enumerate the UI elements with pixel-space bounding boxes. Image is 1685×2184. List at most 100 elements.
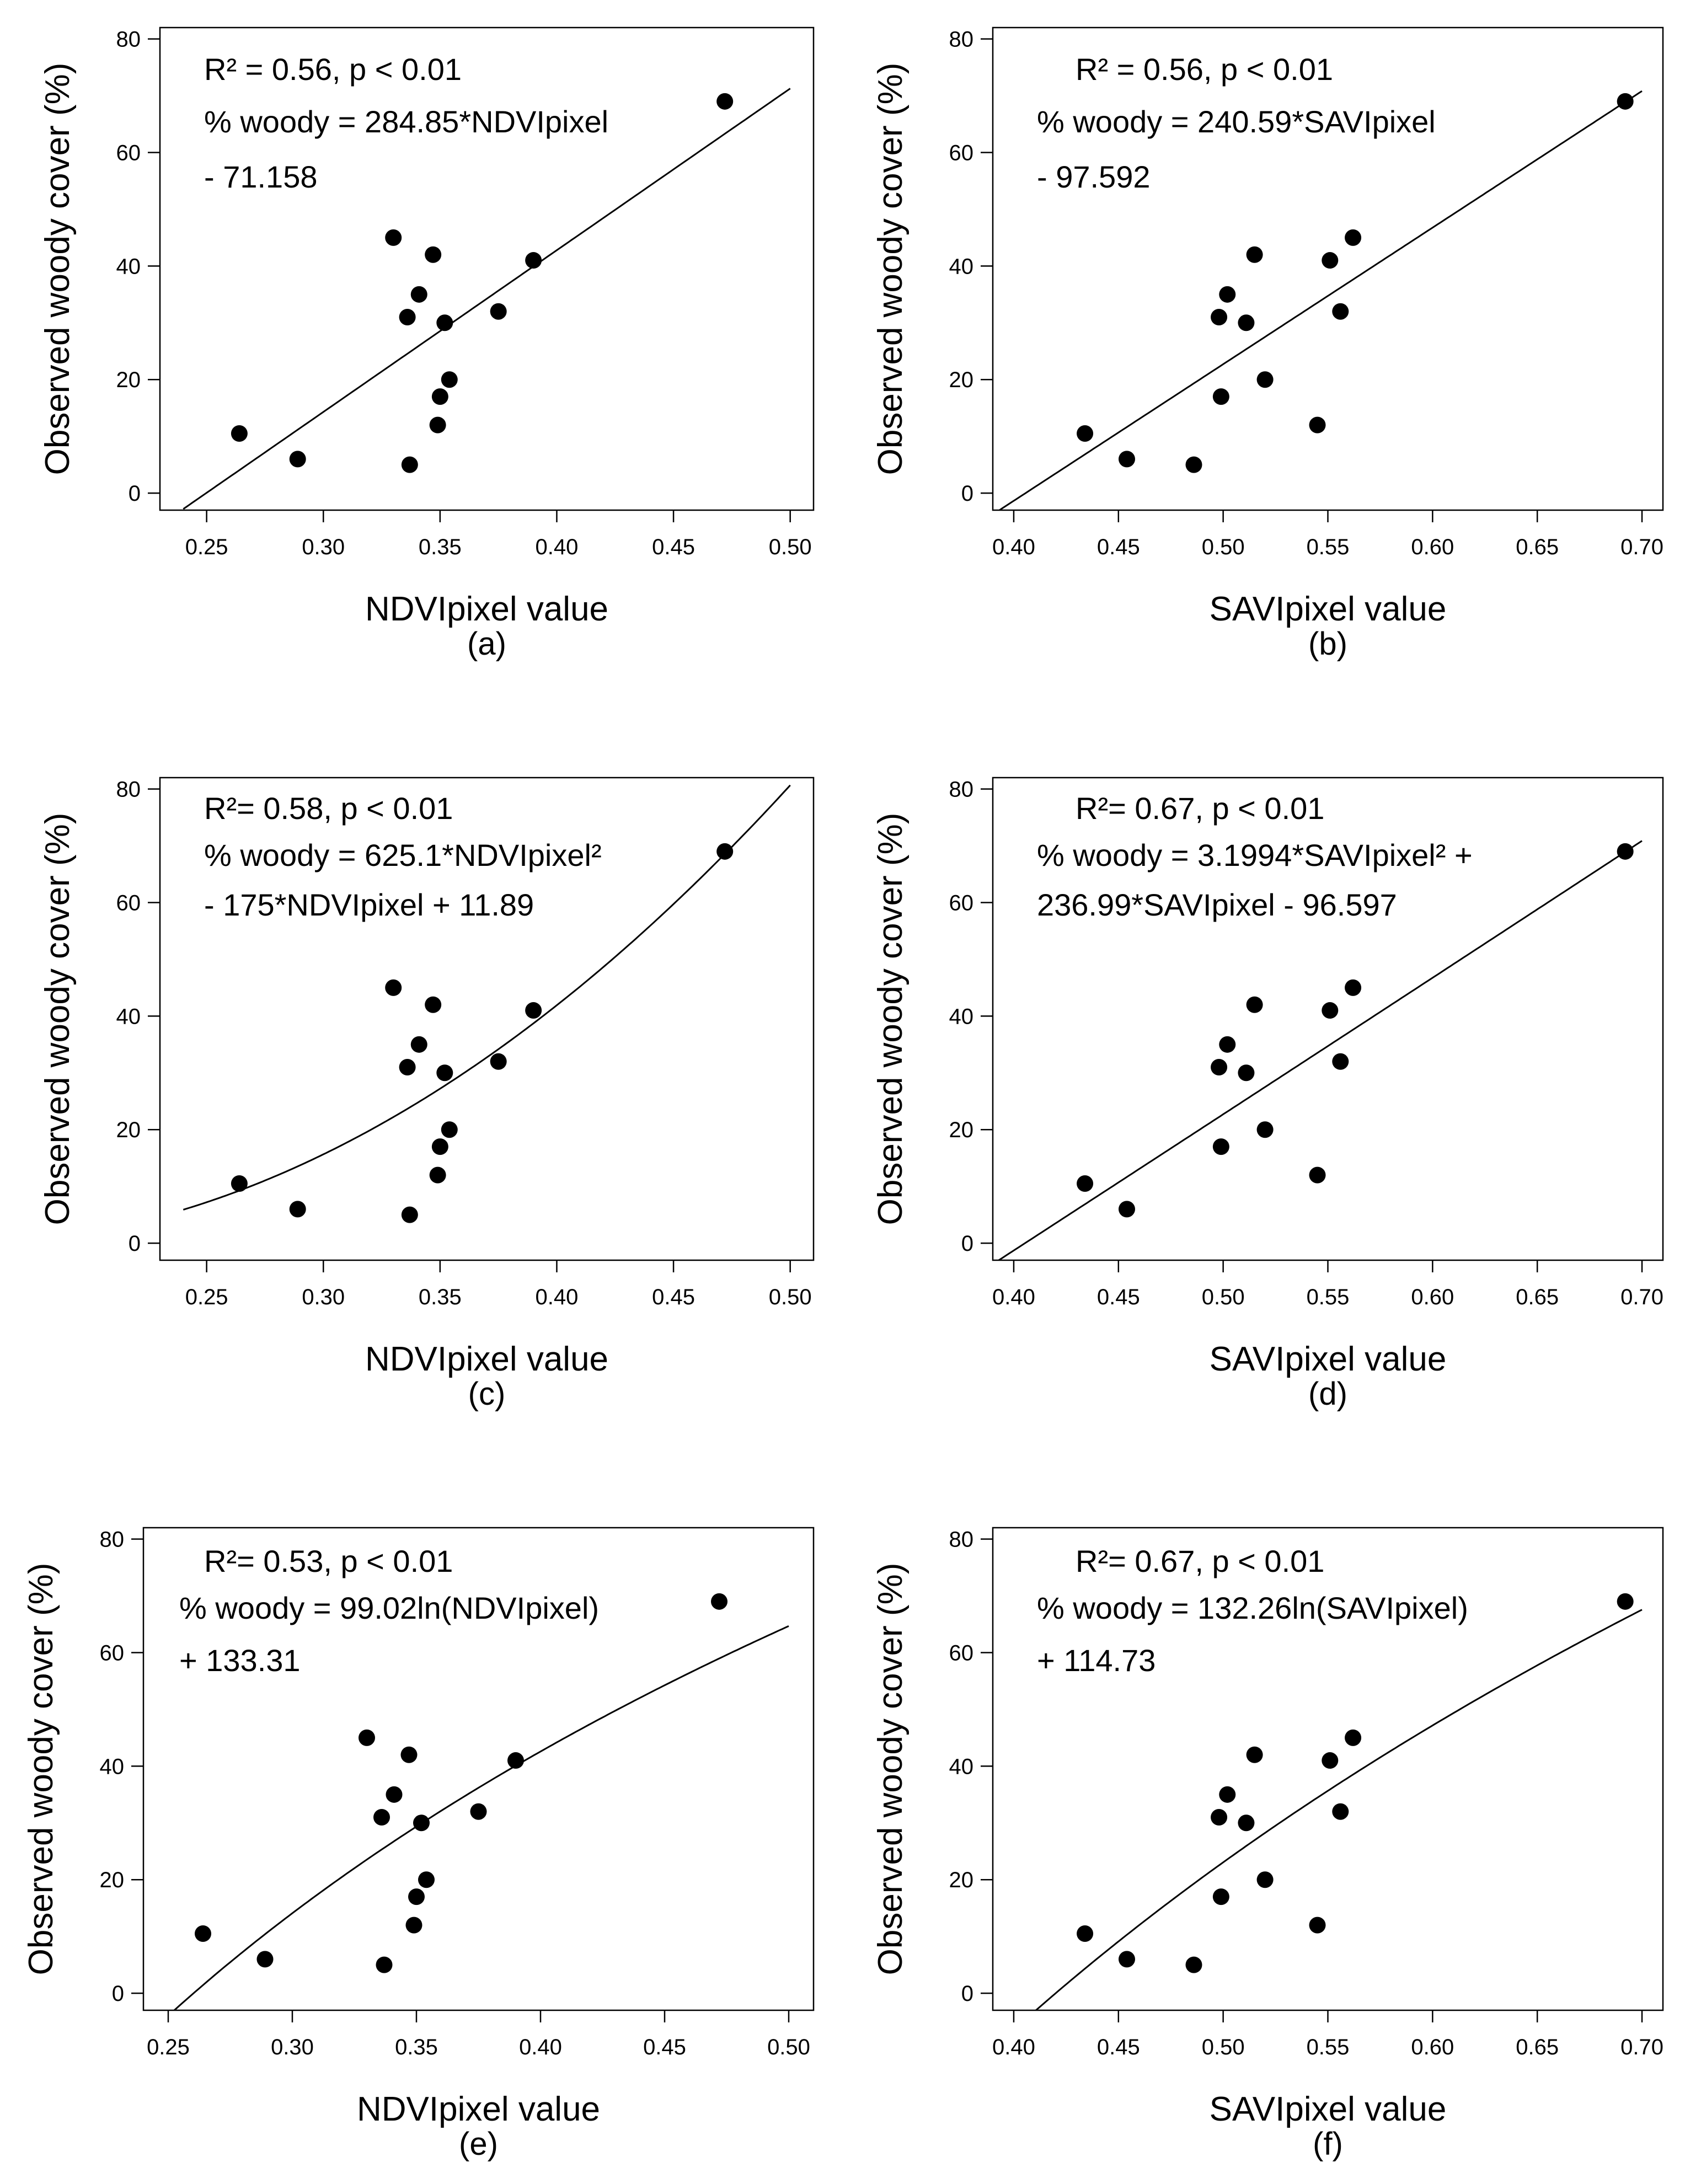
data-point — [425, 996, 442, 1013]
regression-annotation: - 175*NDVIpixel + 11.89 — [204, 887, 534, 922]
x-tick-label: 0.65 — [1516, 535, 1559, 559]
data-point — [1246, 1746, 1263, 1763]
x-tick-label: 0.55 — [1307, 535, 1350, 559]
regression-annotation: % woody = 240.59*SAVIpixel — [1037, 104, 1436, 139]
data-point — [436, 1064, 453, 1082]
regression-annotation: + 114.73 — [1037, 1643, 1156, 1678]
plot-frame — [142, 1527, 815, 2011]
y-tick-label: 0 — [961, 1982, 973, 2006]
y-tick-label: 80 — [949, 778, 974, 802]
data-point — [1246, 996, 1263, 1013]
data-point — [1332, 1053, 1349, 1070]
y-tick-label: 40 — [100, 1754, 125, 1779]
panel-a: 0 20 40 60 80 0.25 0.30 0.35 0.40 0.45 0.50 NDVIpix… — [39, 26, 815, 662]
regression-annotation: - 97.592 — [1037, 159, 1151, 194]
x-tick-label: 0.55 — [1307, 2035, 1350, 2059]
y-axis-title: Observed woody cover (%) — [871, 813, 910, 1225]
data-point — [1322, 1002, 1339, 1019]
data-point — [1212, 1138, 1229, 1155]
data-point — [431, 1138, 448, 1155]
y-tick-label: 40 — [116, 254, 141, 279]
data-point — [1212, 1888, 1229, 1905]
x-tick-label: 0.40 — [992, 2035, 1035, 2059]
regression-annotation: R²= 0.53, p < 0.01 — [204, 1544, 453, 1578]
x-tick-label: 0.45 — [652, 535, 695, 559]
x-tick-label: 0.70 — [1620, 1285, 1663, 1309]
y-axis-title: Observed woody cover (%) — [871, 1563, 910, 1976]
x-tick-label: 0.65 — [1516, 1285, 1559, 1309]
regression-line — [183, 88, 791, 510]
y-axis-title: Observed woody cover (%) — [39, 813, 77, 1225]
data-point — [1185, 1956, 1202, 1973]
x-tick-label: 0.40 — [519, 2035, 562, 2059]
data-point — [1345, 1729, 1362, 1746]
y-tick-label: 20 — [100, 1868, 125, 1892]
y-tick-label: 40 — [949, 1754, 974, 1779]
x-tick-label: 0.45 — [652, 1285, 695, 1309]
data-point — [1211, 1809, 1228, 1826]
data-point — [401, 1206, 418, 1223]
y-tick-label: 20 — [949, 368, 974, 392]
data-point — [1212, 388, 1229, 405]
panel-label: (a) — [467, 626, 506, 662]
regression-annotation: % woody = 284.85*NDVIpixel — [204, 104, 608, 139]
data-point — [1309, 1917, 1326, 1934]
x-tick-label: 0.35 — [419, 535, 462, 559]
data-point — [1185, 456, 1202, 473]
data-point — [1322, 252, 1339, 269]
x-tick-label: 0.70 — [1620, 535, 1663, 559]
y-tick-label: 0 — [961, 481, 973, 506]
x-tick-label: 0.45 — [643, 2035, 686, 2059]
y-tick-label: 80 — [116, 28, 141, 52]
x-axis-title: SAVIpixel value — [1210, 2090, 1447, 2128]
x-tick-label: 0.55 — [1307, 1285, 1350, 1309]
data-point — [289, 1201, 306, 1218]
y-tick-label: 0 — [961, 1232, 973, 1256]
data-point — [1077, 1175, 1094, 1192]
data-point — [405, 1917, 422, 1934]
regression-annotation: R² = 0.56, p < 0.01 — [204, 52, 462, 87]
data-point — [410, 1036, 427, 1053]
data-point — [1238, 314, 1255, 331]
y-tick-label: 40 — [949, 254, 974, 279]
data-point — [441, 1121, 458, 1138]
plot-frame — [992, 26, 1664, 511]
data-point — [376, 1956, 393, 1973]
x-tick-label: 0.50 — [1202, 535, 1245, 559]
data-point — [408, 1888, 425, 1905]
x-tick-label: 0.60 — [1411, 535, 1454, 559]
data-point — [716, 843, 734, 860]
y-tick-label: 60 — [100, 1641, 125, 1665]
data-point — [1238, 1064, 1255, 1082]
plot-frame — [159, 777, 815, 1261]
x-axis-title: NDVIpixel value — [365, 1340, 608, 1378]
y-tick-label: 20 — [116, 368, 141, 392]
y-tick-label: 60 — [949, 1641, 974, 1665]
data-point — [716, 93, 734, 110]
x-tick-label: 0.30 — [271, 2035, 314, 2059]
x-tick-label: 0.40 — [992, 1285, 1035, 1309]
data-point — [1219, 1036, 1236, 1053]
panel-c: 0 20 40 60 80 0.25 0.30 0.35 0.40 0.45 0.50 NDVIpix… — [39, 777, 815, 1412]
y-tick-label: 80 — [100, 1528, 125, 1552]
panel-d: 0 20 40 60 80 0.40 0.45 0.50 0.55 0.60 0.65 0.70 SAV… — [871, 777, 1664, 1412]
regression-annotation: % woody = 625.1*NDVIpixel² — [204, 838, 602, 872]
data-point — [386, 1786, 403, 1803]
y-tick-label: 60 — [116, 141, 141, 165]
regression-annotation: % woody = 132.26ln(SAVIpixel) — [1037, 1591, 1468, 1625]
x-axis-title: NDVIpixel value — [365, 590, 608, 628]
y-axis-title: Observed woody cover (%) — [22, 1563, 60, 1976]
x-axis-title: NDVIpixel value — [357, 2090, 600, 2128]
data-point — [385, 229, 402, 246]
regression-line — [183, 784, 791, 1211]
x-tick-label: 0.70 — [1620, 2035, 1663, 2059]
regression-line — [997, 840, 1643, 1260]
y-tick-label: 80 — [116, 778, 141, 802]
regression-annotation: R² = 0.56, p < 0.01 — [1076, 52, 1333, 87]
data-point — [1332, 1803, 1349, 1820]
y-tick-label: 60 — [116, 891, 141, 915]
data-point — [1345, 979, 1362, 996]
panel-label: (e) — [459, 2126, 498, 2162]
data-point — [1077, 1925, 1094, 1942]
data-point — [1211, 1059, 1228, 1075]
